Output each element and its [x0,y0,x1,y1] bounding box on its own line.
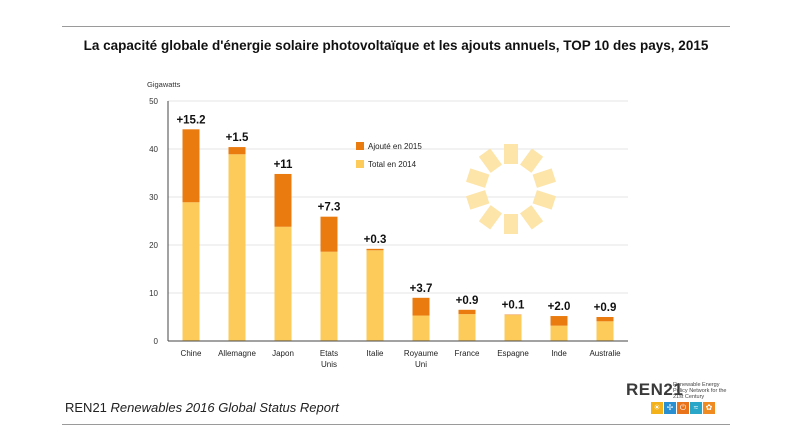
footer-source: REN21 Renewables 2016 Global Status Repo… [65,400,339,415]
logo-name: REN21 [626,380,684,399]
bar-added-2015 [412,297,430,316]
sun-ray [504,214,518,234]
bar-added-2015 [320,216,338,252]
x-tick-label: Inde [551,349,567,358]
x-tick-label: Japon [272,349,294,358]
x-tick-label: Chine [181,349,202,358]
bar-added-2015 [228,147,246,155]
footer-org: REN21 [65,400,107,415]
bar-total-2014 [412,315,430,341]
bar-total-2014 [596,321,614,341]
data-label: +3.7 [410,283,433,295]
top-rule [62,26,730,27]
x-tick-label: Italie [367,349,384,358]
bar-total-2014 [458,314,476,341]
x-tick-label: Uni [415,360,427,369]
bar-total-2014 [182,202,200,341]
y-axis-label: Gigawatts [147,80,181,89]
y-tick-label: 40 [149,145,158,154]
bar-added-2015 [274,173,292,227]
logo-tagline: Renewable Energy Policy Network for the … [673,382,727,400]
data-label: +0.9 [594,302,617,314]
bar-total-2014 [366,250,384,341]
footer-report: Renewables 2016 Global Status Report [110,400,339,415]
bar-added-2015 [596,317,614,322]
wind-icon: ✢ [664,402,676,414]
legend-entry: Ajouté en 2015 [368,142,422,151]
bar-added-2015 [458,309,476,315]
data-label: +1.5 [226,132,249,144]
x-tick-label: Unis [321,360,337,369]
data-label: +0.9 [456,295,479,307]
bottom-rule [62,424,730,425]
sun-ray [532,190,556,210]
legend-entry: Total en 2014 [368,160,417,169]
water-icon: ≈ [690,402,702,414]
y-tick-label: 20 [149,241,158,250]
sun-ray [520,205,544,230]
sun-ray [466,190,490,210]
data-label: +0.1 [502,300,525,312]
x-tick-label: Australie [589,349,621,358]
sun-ray [504,144,518,164]
bar-total-2014 [274,226,292,341]
data-label: +2.0 [548,301,571,313]
data-label: +15.2 [176,114,205,126]
sun-ray [532,168,556,188]
bar-total-2014 [320,251,338,341]
data-label: +11 [274,159,293,171]
leaf-icon: ✿ [703,402,715,414]
x-tick-label: Etats [320,349,338,358]
power-icon: ⏻ [677,402,689,414]
bar-total-2014 [550,325,568,341]
logo-icons: ☀ ✢ ⏻ ≈ ✿ [651,402,715,414]
sun-ray [520,148,544,173]
data-label: +0.3 [364,234,387,246]
y-tick-label: 50 [149,97,158,106]
legend-swatch [356,142,364,150]
sun-icon: ☀ [651,402,663,414]
y-tick-label: 0 [154,337,159,346]
bar-added-2015 [550,316,568,326]
x-tick-label: France [455,349,480,358]
bar-total-2014 [504,315,522,341]
legend-swatch [356,160,364,168]
bar-added-2015 [182,129,200,203]
y-tick-label: 30 [149,193,158,202]
sun-ray [478,148,502,173]
bar-total-2014 [228,154,246,341]
y-tick-label: 10 [149,289,158,298]
x-tick-label: Allemagne [218,349,256,358]
data-label: +7.3 [318,202,341,214]
x-tick-label: Royaume [404,349,439,358]
bar-added-2015 [366,248,384,251]
chart-title: La capacité globale d'énergie solaire ph… [83,38,709,53]
ren21-logo: REN21 Renewable Energy Policy Network fo… [626,380,736,420]
x-tick-label: Espagne [497,349,529,358]
sun-ray [478,205,502,230]
sun-ray [466,168,490,188]
